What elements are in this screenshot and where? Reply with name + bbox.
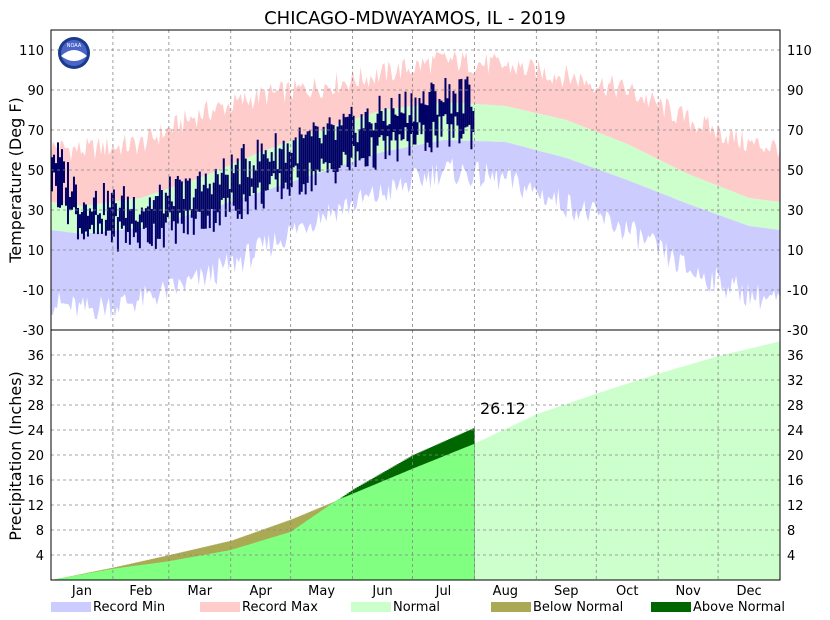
precip-tick-label-right: 36 [787, 349, 804, 364]
temperature-tick-label-right: 10 [787, 244, 804, 259]
month-tick-label: Sep [554, 584, 579, 599]
legend-label: Record Max [242, 600, 318, 615]
precip-tick-label-left: 20 [27, 449, 44, 464]
temperature-tick-label-left: -10 [23, 284, 44, 299]
precip-tick-label-right: 12 [787, 499, 804, 514]
record-min-area [51, 140, 780, 320]
month-tick-label: Oct [616, 584, 638, 599]
temperature-tick-label-right: 30 [787, 204, 804, 219]
month-tick-label: Nov [675, 584, 701, 599]
precip-tick-label-left: 32 [27, 374, 44, 389]
temperature-tick-label-left: 30 [27, 204, 44, 219]
month-tick-label: Dec [736, 584, 761, 599]
month-tick-label: Jun [371, 584, 392, 599]
precip-tick-label-left: 8 [36, 524, 44, 539]
legend-label: Above Normal [693, 600, 785, 615]
month-tick-label: Jan [71, 584, 92, 599]
axes: 110 110 90 90 70 70 50 50 30 30 10 10 -10 -10 -30 -30 36… [19, 29, 812, 599]
precip-tick-label-left: 4 [36, 549, 44, 564]
temperature-tick-label-right: 90 [787, 84, 804, 99]
legend-swatch [491, 602, 531, 612]
temperature-tick-label-left: -30 [23, 324, 44, 339]
precip-total-label: 26.12 [480, 399, 526, 418]
legend-label: Below Normal [533, 600, 623, 615]
temperature-axis-label: Temperature (Deg F) [6, 97, 25, 264]
precipitation-axis-label: Precipitation (Inches) [6, 371, 25, 541]
precip-tick-label-left: 16 [27, 474, 44, 489]
temperature-tick-label-right: -30 [787, 324, 808, 339]
temperature-tick-label-left: 90 [27, 84, 44, 99]
temperature-tick-label-right: 110 [787, 44, 812, 59]
month-tick-label: May [308, 584, 335, 599]
temperature-tick-label-right: 50 [787, 164, 804, 179]
month-tick-label: Feb [129, 584, 152, 599]
plot-frame [50, 29, 781, 581]
legend-label: Record Min [93, 600, 165, 615]
legend-label: Normal [393, 600, 440, 615]
month-tick-label: Mar [188, 584, 213, 599]
precip-tick-label-right: 16 [787, 474, 804, 489]
precip-tick-label-left: 12 [27, 499, 44, 514]
legend-swatch [651, 602, 691, 612]
noaa-logo-text: NOAA [67, 43, 82, 49]
chart-title: CHICAGO-MDWAYAMOS, IL - 2019 [264, 8, 566, 29]
precip-tick-label-right: 8 [787, 524, 795, 539]
precip-tick-label-left: 28 [27, 399, 44, 414]
legend: Record Min Record Max Normal Below Normal Ab… [51, 600, 785, 615]
noaa-logo-bird [61, 50, 87, 61]
precip-tick-label-right: 32 [787, 374, 804, 389]
precipitation-panel [51, 341, 780, 580]
normal-precip-past-area [51, 443, 475, 580]
grid-lines [51, 30, 780, 580]
legend-swatch [200, 602, 240, 612]
observed-temperature-bars [50, 76, 475, 252]
precip-tick-label-left: 24 [27, 424, 44, 439]
month-tick-label: Jul [435, 584, 452, 599]
legend-swatch [51, 602, 91, 612]
month-tick-label: Aug [493, 584, 518, 599]
temperature-tick-label-right: 70 [787, 124, 804, 139]
month-tick-label: Apr [249, 584, 272, 599]
precip-tick-label-right: 28 [787, 399, 804, 414]
legend-swatch [351, 602, 391, 612]
precip-tick-label-right: 20 [787, 449, 804, 464]
precip-tick-label-left: 36 [27, 349, 44, 364]
precip-tick-label-right: 24 [787, 424, 804, 439]
temperature-tick-label-left: 50 [27, 164, 44, 179]
temperature-tick-label-left: 10 [27, 244, 44, 259]
temperature-tick-label-left: 110 [19, 44, 44, 59]
precip-tick-label-right: 4 [787, 549, 795, 564]
temperature-tick-label-left: 70 [27, 124, 44, 139]
normal-precip-future-area [474, 341, 780, 580]
temperature-tick-label-right: -10 [787, 284, 808, 299]
noaa-logo: NOAA [58, 37, 90, 69]
